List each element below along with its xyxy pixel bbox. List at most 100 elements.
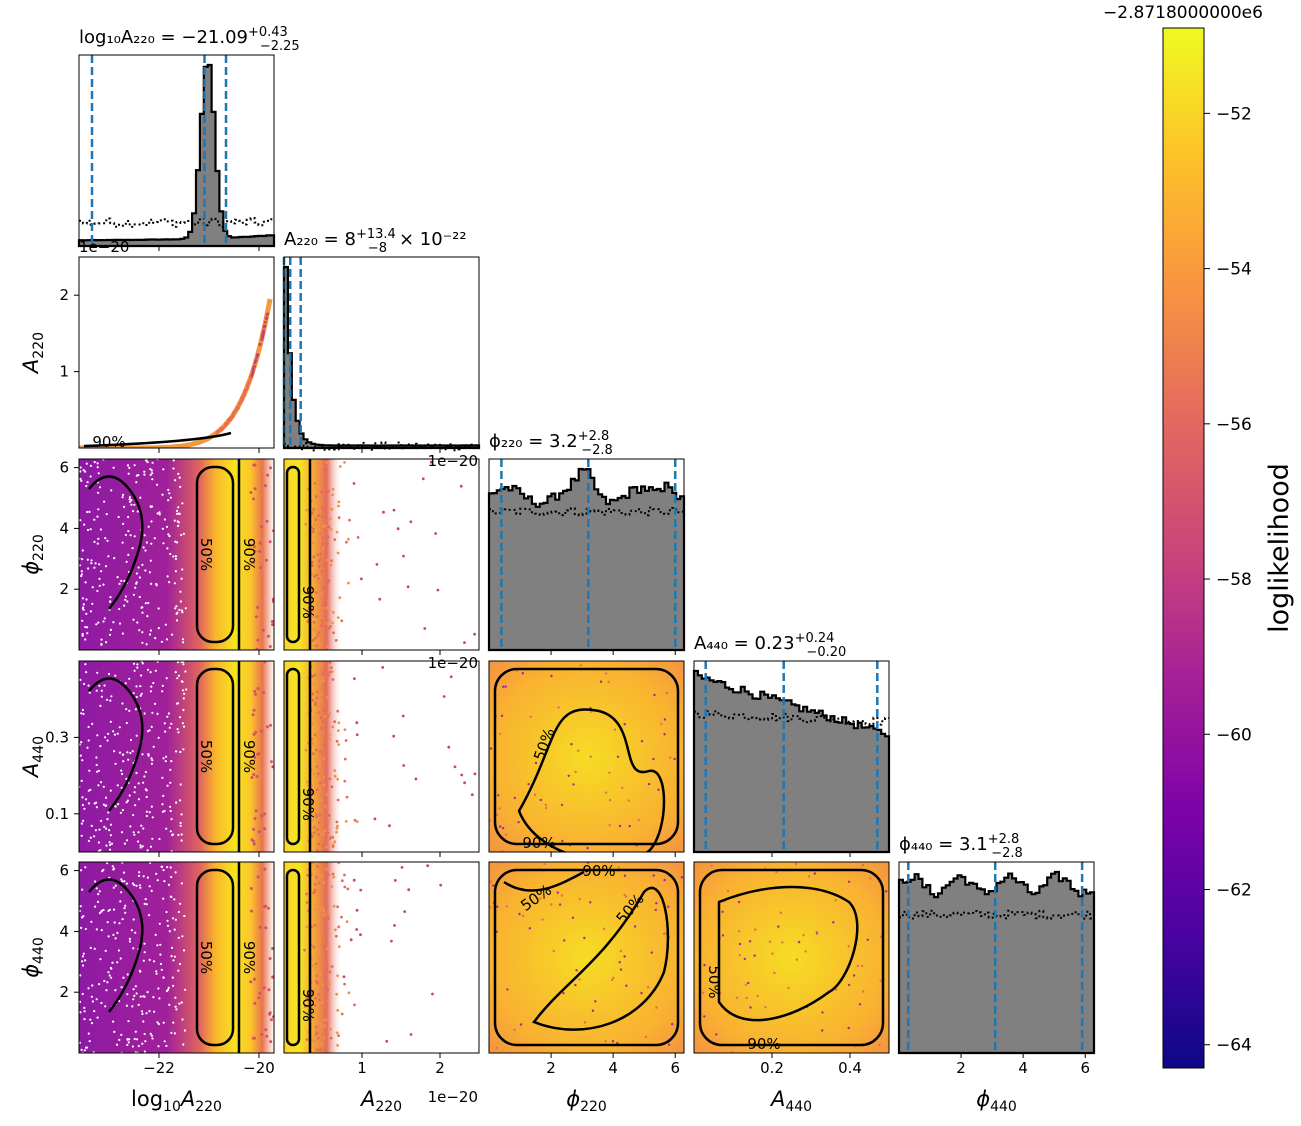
sample-point: [147, 601, 150, 605]
sample-point: [150, 762, 153, 765]
sample-point: [99, 781, 103, 784]
scatter-panel-log10A220-phi440: 50% 90%: [78, 861, 275, 1054]
sample-point: [231, 413, 235, 416]
sample-point: [93, 540, 96, 544]
sample-point: [252, 463, 256, 467]
sample-point: [315, 690, 319, 694]
sample-point: [93, 835, 96, 838]
sample-point: [449, 675, 453, 679]
sample-point: [136, 840, 140, 843]
sample-point: [109, 596, 112, 599]
sample-point: [100, 570, 103, 573]
sample-point: [155, 972, 158, 975]
sample-point: [543, 862, 546, 866]
sample-point: [174, 996, 177, 999]
contour-line: [195, 667, 235, 846]
sample-point: [80, 834, 83, 837]
sample-point: [118, 622, 122, 625]
sample-point: [518, 912, 521, 916]
sample-point: [176, 661, 180, 664]
sample-point: [578, 978, 581, 981]
sample-point: [721, 934, 725, 937]
sample-point: [100, 695, 103, 698]
sample-point: [320, 692, 323, 696]
contour-line: [285, 465, 301, 644]
sample-point: [253, 756, 257, 759]
sample-point: [662, 932, 666, 935]
sample-point: [148, 571, 151, 574]
sample-point: [149, 473, 152, 476]
sample-point: [528, 927, 531, 930]
sample-point: [244, 388, 248, 392]
sample-point: [320, 1042, 324, 1046]
sample-point: [327, 626, 331, 630]
sample-point: [141, 611, 144, 614]
sample-point: [321, 672, 324, 676]
sample-point: [327, 913, 331, 917]
contour-line: [493, 868, 680, 1047]
sample-point: [100, 643, 103, 646]
sample-point: [179, 716, 182, 719]
sample-point: [159, 962, 162, 966]
sample-point: [325, 606, 329, 610]
sample-point: [80, 926, 83, 930]
sample-point: [268, 540, 272, 544]
sample-point: [447, 745, 451, 749]
sample-point: [322, 974, 325, 978]
sample-point: [312, 541, 315, 545]
sample-point: [135, 474, 138, 477]
sample-point: [127, 472, 130, 475]
sample-point: [266, 473, 270, 477]
sample-point: [779, 911, 783, 914]
sample-point: [619, 949, 622, 953]
sample-point: [79, 519, 82, 522]
sample-point: [169, 496, 172, 499]
sample-point: [125, 1004, 128, 1007]
sample-point: [652, 757, 655, 761]
sample-point: [162, 794, 165, 798]
sample-point: [574, 983, 577, 987]
sample-point: [180, 839, 183, 842]
sample-point: [94, 880, 97, 883]
sample-point: [156, 512, 159, 515]
sample-point: [133, 833, 136, 836]
sample-point: [79, 754, 82, 757]
sample-point: [95, 623, 98, 626]
sample-point: [556, 891, 559, 894]
sample-point: [96, 462, 99, 465]
sample-point: [126, 973, 129, 976]
sample-point: [255, 355, 259, 359]
sample-point: [174, 1005, 177, 1008]
sample-point: [87, 725, 90, 729]
sample-point: [104, 537, 107, 540]
sample-point: [81, 964, 85, 967]
sample-point: [269, 1040, 273, 1044]
sample-point: [172, 959, 175, 962]
sample-point: [787, 986, 790, 990]
contour-label: 90%: [299, 788, 317, 821]
sample-point: [170, 955, 173, 958]
sample-point: [91, 1000, 94, 1003]
sample-point: [130, 929, 133, 932]
x-tick-label: 4: [1018, 1059, 1028, 1077]
sample-point: [116, 732, 119, 735]
sample-point: [79, 905, 82, 908]
sample-point: [316, 734, 320, 738]
sample-point: [128, 677, 131, 680]
sample-point: [109, 720, 112, 723]
sample-point: [142, 546, 145, 549]
sample-point: [133, 994, 136, 998]
sample-point: [167, 712, 170, 715]
sample-point: [539, 897, 542, 900]
sample-point: [335, 826, 339, 830]
sample-point: [141, 606, 144, 609]
sample-point: [328, 777, 332, 781]
sample-point: [124, 904, 127, 907]
sample-point: [168, 492, 171, 495]
sample-point: [124, 682, 127, 685]
scatter-panel-A220-phi220: 90%: [283, 458, 480, 651]
sample-point: [321, 536, 324, 540]
sample-point: [233, 410, 237, 413]
sample-point: [112, 1020, 115, 1023]
sample-point: [132, 918, 135, 921]
